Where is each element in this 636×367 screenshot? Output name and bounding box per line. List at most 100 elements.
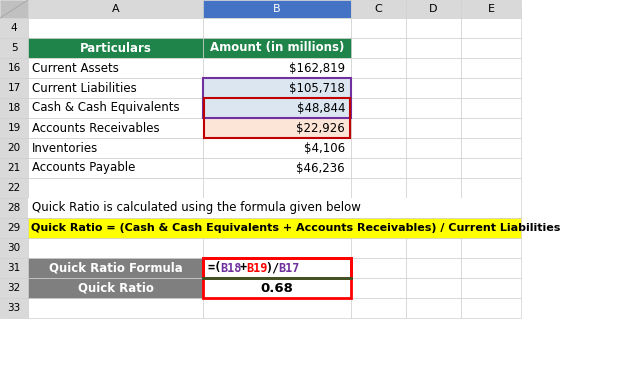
Bar [461, 158, 521, 178]
Text: Quick Ratio = (Cash & Cash Equivalents + Accounts Receivables) / Current Liabili: Quick Ratio = (Cash & Cash Equivalents +… [31, 223, 560, 233]
Text: $46,236: $46,236 [296, 161, 345, 174]
Bar [28, 118, 203, 138]
Text: $105,718: $105,718 [289, 81, 345, 94]
Bar [351, 158, 406, 178]
Bar [406, 58, 461, 78]
Text: B18: B18 [220, 262, 242, 275]
Bar [28, 278, 203, 298]
Bar [203, 58, 351, 78]
Bar [203, 38, 351, 58]
Bar [0, 78, 28, 98]
Bar [28, 0, 203, 18]
Text: Quick Ratio Formula: Quick Ratio Formula [48, 262, 183, 275]
Bar [351, 18, 406, 38]
Bar [0, 278, 28, 298]
Text: Accounts Payable: Accounts Payable [32, 161, 135, 174]
Text: 29: 29 [8, 223, 20, 233]
Bar [0, 58, 28, 78]
Bar [351, 118, 406, 138]
Text: 33: 33 [8, 303, 20, 313]
Bar [28, 158, 203, 178]
Bar [461, 278, 521, 298]
Bar [406, 198, 461, 218]
Bar [204, 98, 350, 138]
Bar [28, 178, 203, 198]
Bar [28, 258, 203, 278]
Text: Cash & Cash Equivalents: Cash & Cash Equivalents [32, 102, 179, 115]
Text: Quick Ratio is calculated using the formula given below: Quick Ratio is calculated using the form… [32, 201, 361, 214]
Bar [351, 138, 406, 158]
Bar [406, 218, 461, 238]
Bar [0, 18, 28, 38]
Bar [203, 78, 351, 98]
Text: Accounts Receivables: Accounts Receivables [32, 121, 160, 134]
Text: Inventories: Inventories [32, 142, 98, 155]
Bar [203, 258, 351, 298]
Bar [203, 138, 351, 158]
Bar [28, 298, 203, 318]
Bar [351, 0, 406, 18]
Text: B17: B17 [279, 262, 300, 275]
Text: 22: 22 [8, 183, 20, 193]
Bar [203, 118, 351, 138]
Text: B: B [273, 4, 281, 14]
Bar [461, 18, 521, 38]
Bar [406, 238, 461, 258]
Bar [351, 78, 406, 98]
Bar [203, 198, 351, 218]
Bar [406, 178, 461, 198]
Bar [28, 258, 203, 278]
Bar [203, 98, 351, 118]
Text: Particulars: Particulars [80, 41, 151, 55]
Bar [28, 98, 203, 118]
Bar [461, 198, 521, 218]
Bar [461, 218, 521, 238]
Text: Current Liabilities: Current Liabilities [32, 81, 137, 94]
Bar [406, 18, 461, 38]
Text: +: + [240, 262, 247, 275]
Bar [0, 178, 28, 198]
Bar [351, 258, 406, 278]
Text: $48,844: $48,844 [296, 102, 345, 115]
Text: Amount (in millions): Amount (in millions) [210, 41, 344, 55]
Bar [406, 258, 461, 278]
Bar [461, 98, 521, 118]
Text: 19: 19 [8, 123, 20, 133]
Text: 20: 20 [8, 143, 20, 153]
Text: Quick Ratio: Quick Ratio [78, 281, 153, 294]
Text: 31: 31 [8, 263, 20, 273]
Bar [203, 38, 351, 58]
Text: Current Assets: Current Assets [32, 62, 119, 75]
Text: 18: 18 [8, 103, 20, 113]
Bar [406, 98, 461, 118]
Bar [28, 218, 203, 238]
Bar [28, 38, 203, 58]
Bar [203, 158, 351, 178]
Bar [461, 258, 521, 278]
Bar [351, 218, 406, 238]
Bar [0, 0, 28, 18]
Bar [406, 158, 461, 178]
Bar [0, 238, 28, 258]
Bar [203, 138, 351, 158]
Bar [0, 98, 28, 118]
Text: 21: 21 [8, 163, 20, 173]
Bar [203, 218, 351, 238]
Text: 16: 16 [8, 63, 20, 73]
Bar [0, 218, 28, 238]
Bar [461, 0, 521, 18]
Text: B19: B19 [246, 262, 267, 275]
Bar [203, 278, 351, 298]
Text: )/: )/ [265, 262, 280, 275]
Bar [406, 138, 461, 158]
Bar [203, 118, 351, 138]
Bar [203, 18, 351, 38]
Bar [0, 118, 28, 138]
Bar [0, 158, 28, 178]
Text: C: C [375, 4, 382, 14]
Bar [406, 0, 461, 18]
Bar [461, 238, 521, 258]
Bar [351, 238, 406, 258]
Bar [461, 178, 521, 198]
Bar [0, 198, 28, 218]
